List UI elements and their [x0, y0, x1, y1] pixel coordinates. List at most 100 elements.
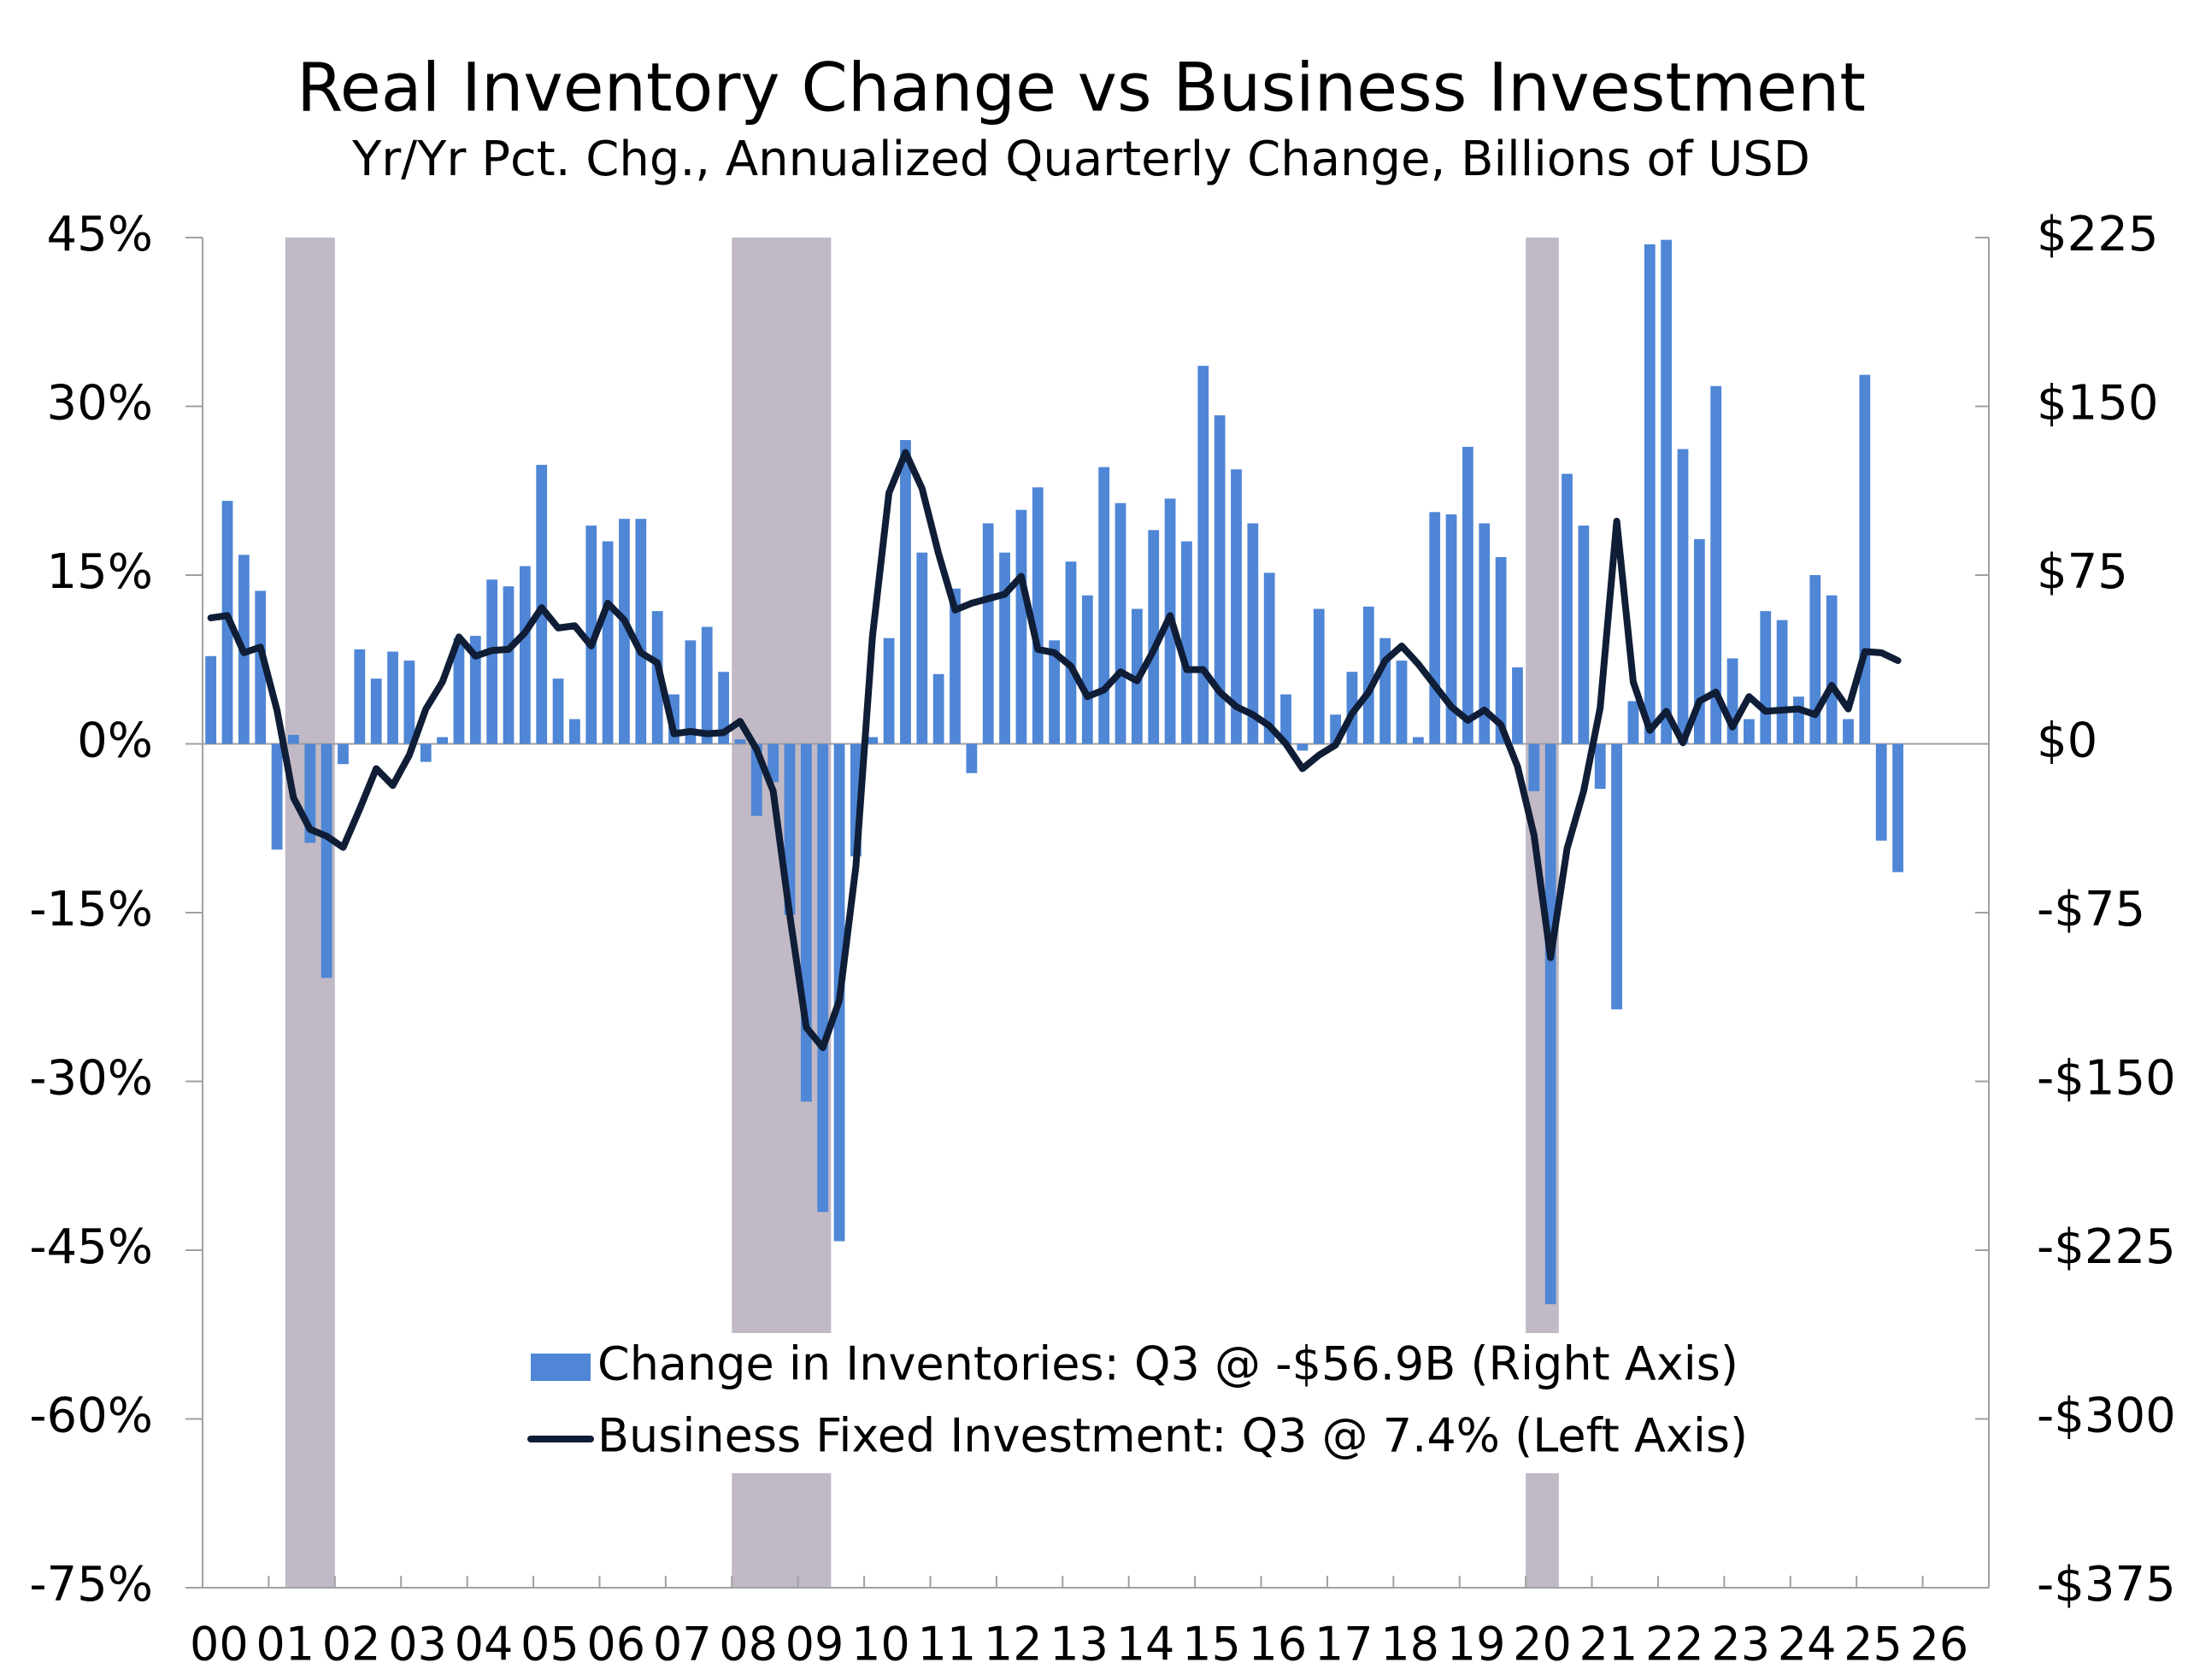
- bar: [1280, 694, 1291, 744]
- bar: [867, 737, 879, 744]
- x-tick-label: 16: [1249, 1618, 1308, 1671]
- bar: [1098, 467, 1110, 744]
- x-tick-label: 00: [190, 1618, 249, 1671]
- x-tick-label: 09: [785, 1618, 844, 1671]
- y2-tick-label: -$150: [2037, 1051, 2176, 1107]
- bar: [519, 566, 531, 744]
- x-tick-label: 22: [1645, 1618, 1704, 1671]
- x-tick-label: 06: [586, 1618, 645, 1671]
- bar: [1693, 538, 1705, 744]
- bar: [1479, 523, 1491, 744]
- x-tick-label: 07: [653, 1618, 712, 1671]
- bar: [453, 637, 465, 744]
- bar: [1661, 239, 1673, 744]
- bar: [1445, 514, 1457, 744]
- x-tick-label: 20: [1513, 1618, 1572, 1671]
- bar: [1710, 385, 1722, 744]
- bar: [503, 586, 515, 744]
- legend-label: Change in Inventories: Q3 @ -$56.9B (Rig…: [597, 1337, 1738, 1391]
- bar: [1148, 530, 1160, 744]
- legend-swatch: [531, 1354, 591, 1381]
- bar: [1247, 523, 1259, 744]
- bar: [1760, 611, 1772, 744]
- bar: [1032, 487, 1044, 744]
- bar: [1412, 737, 1424, 744]
- bar: [718, 672, 729, 744]
- bar: [387, 651, 398, 744]
- bar: [1892, 743, 1903, 872]
- y-tick-label: 15%: [47, 544, 153, 600]
- bar: [1362, 606, 1374, 744]
- bar: [338, 743, 349, 765]
- bar: [734, 739, 746, 744]
- y-tick-label: 0%: [77, 714, 153, 769]
- bar: [1875, 743, 1887, 841]
- bar: [1049, 640, 1061, 744]
- y-tick-label: -30%: [29, 1051, 153, 1107]
- y2-tick-label: $0: [2037, 714, 2097, 769]
- bar: [1231, 469, 1242, 744]
- bar: [1544, 743, 1556, 1305]
- x-tick-label: 26: [1910, 1618, 1969, 1671]
- x-tick-label: 12: [984, 1618, 1043, 1671]
- bar: [1512, 667, 1523, 744]
- bar: [1677, 449, 1689, 744]
- x-tick-label: 15: [1182, 1618, 1241, 1671]
- x-tick-label: 02: [322, 1618, 381, 1671]
- bar: [1115, 502, 1126, 744]
- bar: [999, 552, 1010, 744]
- y-tick-label: -15%: [29, 882, 153, 937]
- bar: [982, 523, 994, 744]
- bar: [1578, 526, 1590, 744]
- bar: [1313, 608, 1325, 744]
- bar: [932, 673, 944, 744]
- bar: [1181, 541, 1192, 744]
- bar: [205, 655, 217, 744]
- y2-tick-label: -$300: [2037, 1389, 2176, 1444]
- bar: [1793, 696, 1804, 744]
- bar: [585, 526, 597, 744]
- line: [207, 449, 1902, 1051]
- bar: [1197, 366, 1209, 744]
- bar: [1562, 473, 1573, 744]
- bar: [420, 743, 432, 762]
- bar: [1644, 244, 1656, 744]
- bar: [900, 440, 911, 744]
- x-tick-label: 17: [1315, 1618, 1373, 1671]
- x-tick-label: 13: [1050, 1618, 1109, 1671]
- x-tick-label: 01: [256, 1618, 315, 1671]
- bar: [800, 743, 812, 1102]
- x-tick-label: 10: [851, 1618, 910, 1671]
- x-tick-label: 19: [1447, 1618, 1506, 1671]
- x-tick-label: 18: [1380, 1618, 1439, 1671]
- bar: [619, 519, 630, 744]
- y2-tick-label: -$375: [2037, 1557, 2176, 1612]
- bar: [288, 734, 299, 744]
- bar: [1776, 620, 1788, 744]
- legend-box: [514, 1333, 1870, 1473]
- y-tick-label: -45%: [29, 1219, 153, 1275]
- bar: [1263, 573, 1275, 744]
- bar: [1528, 743, 1540, 791]
- bar: [701, 626, 713, 744]
- bar: [403, 661, 415, 744]
- x-tick-label: 04: [455, 1618, 514, 1671]
- y2-tick-label: $75: [2037, 544, 2128, 600]
- x-tick-label: 25: [1844, 1618, 1903, 1671]
- bar: [1611, 743, 1622, 1010]
- bar: [1214, 415, 1226, 744]
- bar: [437, 737, 448, 744]
- bar: [602, 541, 614, 744]
- bar: [1726, 658, 1738, 744]
- y2-tick-label: $225: [2037, 207, 2159, 262]
- bar: [1826, 595, 1838, 744]
- chart-subtitle: Yr/Yr Pct. Chg., Annualized Quarterly Ch…: [351, 132, 1810, 187]
- bar: [635, 519, 647, 744]
- y-tick-label: 45%: [47, 207, 153, 262]
- legend-label: Business Fixed Investment: Q3 @ 7.4% (Le…: [597, 1409, 1748, 1463]
- x-tick-label: 05: [521, 1618, 579, 1671]
- bar: [950, 588, 961, 744]
- legend: Change in Inventories: Q3 @ -$56.9B (Rig…: [514, 1333, 1870, 1473]
- bar: [354, 649, 366, 744]
